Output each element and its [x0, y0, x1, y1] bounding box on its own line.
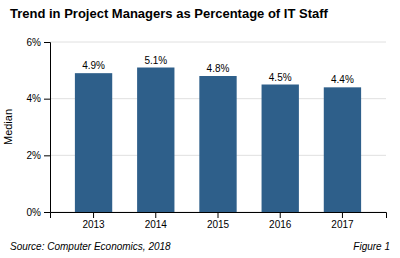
- data-label: 4.4%: [331, 74, 354, 85]
- annotation: Figure 1: [353, 241, 390, 252]
- y-tick-mark: [44, 99, 50, 100]
- x-tick: 2013: [82, 212, 105, 230]
- annotation: Source: Computer Economics, 2018: [10, 241, 171, 252]
- y-tick-label: 6%: [27, 37, 42, 48]
- bar: [324, 87, 361, 212]
- grid-line: [50, 42, 386, 43]
- x-tick: 2015: [207, 212, 230, 230]
- x-tick-mark: [93, 212, 94, 218]
- x-tick-mark: [218, 212, 219, 218]
- y-axis: 0% 2% 4% 6%: [27, 37, 51, 218]
- x-tick-mark: [342, 212, 343, 218]
- x-tick-mark: [155, 212, 156, 218]
- data-label: 4.5%: [269, 72, 292, 83]
- y-tick: 0%: [27, 207, 50, 218]
- y-tick-label: 0%: [27, 207, 42, 218]
- title: Trend in Project Managers as Percentage …: [10, 6, 329, 21]
- y-tick: 2%: [27, 150, 50, 161]
- y-tick-mark: [44, 155, 50, 156]
- x-tick: 2014: [145, 212, 168, 230]
- x-axis: 2013 2014 2015 2016 2017: [51, 212, 387, 230]
- data-label: 4.9%: [82, 60, 105, 71]
- data-label: 5.1%: [144, 55, 167, 66]
- y-tick-label: 2%: [27, 150, 42, 161]
- bar: [75, 73, 112, 212]
- chart: Trend in Project Managers as Percentage …: [0, 0, 400, 258]
- bars: [75, 68, 361, 213]
- y-tick: 6%: [27, 37, 50, 48]
- data-labels: 4.9% 5.1% 4.8% 4.5% 4.4%: [82, 55, 354, 86]
- x-tick-mark: [280, 212, 281, 218]
- x-axis-line: [51, 213, 387, 219]
- y-tick-mark: [44, 42, 50, 43]
- plot: 4.9% 5.1% 4.8% 4.5% 4.4% 0% 2% 4% 6% 2013 2014 2015…: [2, 37, 387, 230]
- x-tick-label: 2015: [207, 219, 230, 230]
- y-axis-title: Median: [2, 109, 14, 145]
- y-axis-line: [44, 43, 51, 213]
- grid: [50, 42, 386, 212]
- y-tick-label: 4%: [27, 93, 42, 104]
- y-tick: 4%: [27, 93, 50, 104]
- data-label: 4.8%: [207, 63, 230, 74]
- x-tick: 2016: [269, 212, 292, 230]
- x-tick-label: 2016: [269, 219, 292, 230]
- x-tick-label: 2013: [82, 219, 105, 230]
- bar: [262, 85, 299, 213]
- bar: [137, 68, 174, 213]
- y-tick-mark: [44, 212, 50, 213]
- bar: [199, 76, 236, 212]
- x-tick-label: 2014: [145, 219, 168, 230]
- x-tick: 2017: [331, 212, 354, 230]
- x-tick-label: 2017: [331, 219, 354, 230]
